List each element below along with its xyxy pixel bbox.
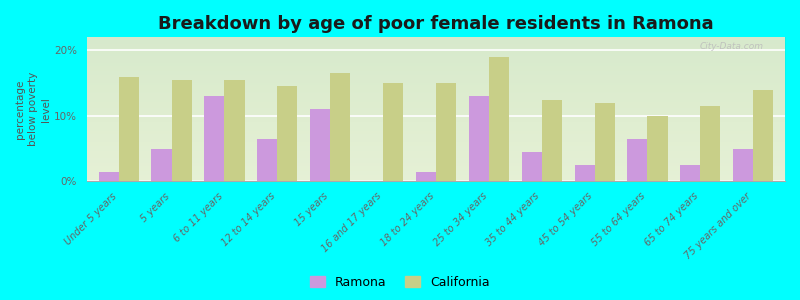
Bar: [436, 83, 456, 182]
Legend: Ramona, California: Ramona, California: [305, 271, 495, 294]
Text: City-Data.com: City-Data.com: [700, 42, 764, 51]
Bar: [469, 96, 489, 182]
Bar: [522, 152, 542, 182]
Bar: [489, 57, 509, 182]
Bar: [118, 76, 138, 182]
Bar: [204, 96, 225, 182]
Bar: [733, 148, 754, 182]
Bar: [171, 80, 192, 182]
Bar: [594, 103, 614, 182]
Y-axis label: percentage
below poverty
level: percentage below poverty level: [15, 72, 51, 146]
Bar: [754, 90, 774, 182]
Bar: [680, 165, 700, 181]
Bar: [647, 116, 667, 182]
Bar: [278, 86, 298, 182]
Bar: [257, 139, 278, 182]
Bar: [225, 80, 245, 182]
Bar: [574, 165, 594, 181]
Bar: [383, 83, 403, 182]
Bar: [151, 148, 171, 182]
Title: Breakdown by age of poor female residents in Ramona: Breakdown by age of poor female resident…: [158, 15, 714, 33]
Bar: [627, 139, 647, 182]
Bar: [542, 100, 562, 182]
Bar: [330, 73, 350, 182]
Bar: [700, 106, 721, 182]
Bar: [310, 109, 330, 182]
Bar: [98, 172, 118, 182]
Bar: [416, 172, 436, 182]
